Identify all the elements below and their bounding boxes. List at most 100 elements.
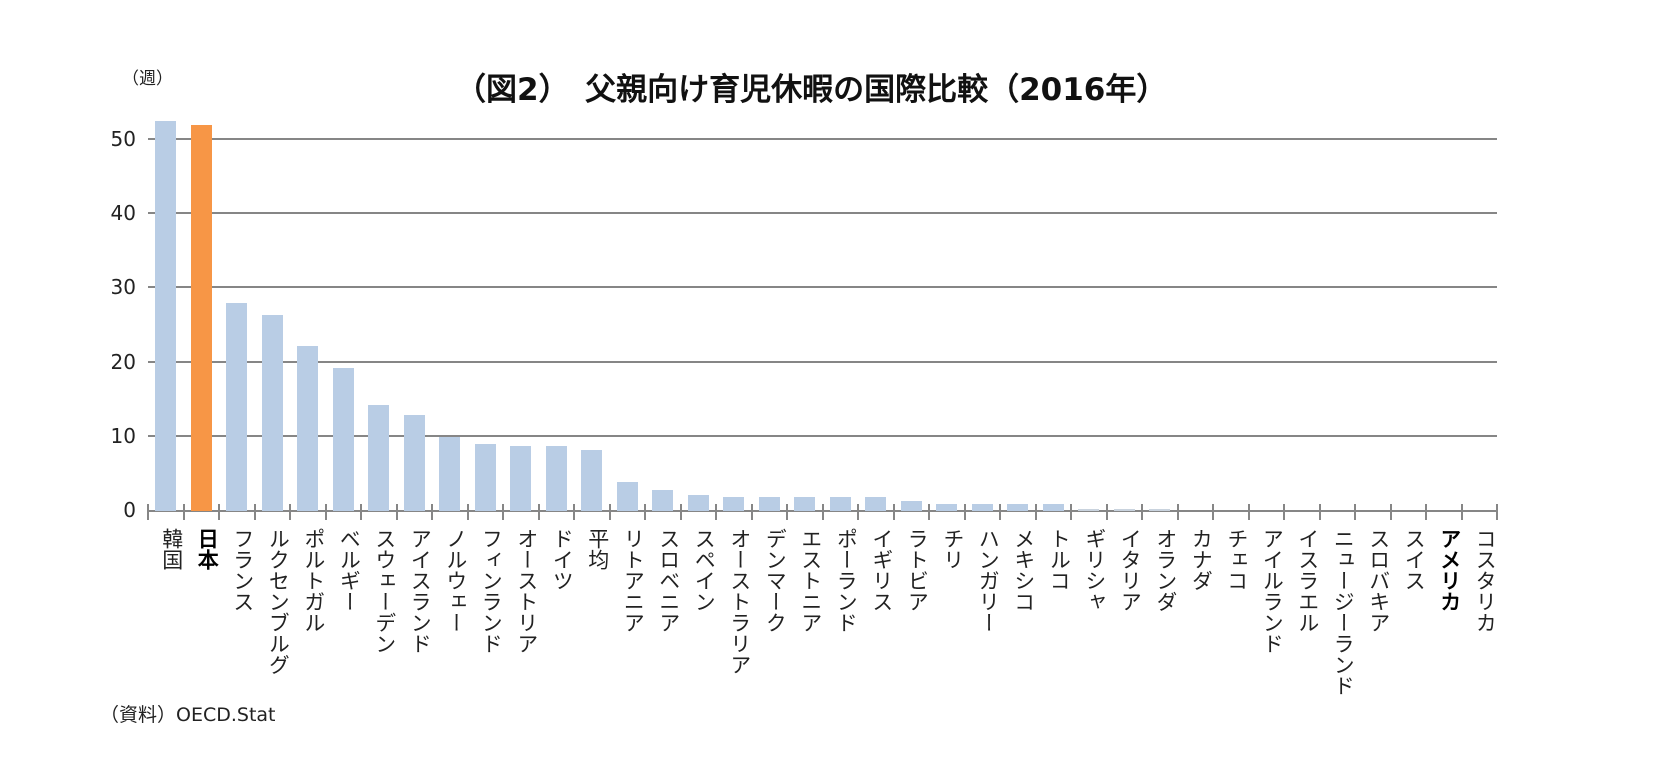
x-tick — [1212, 504, 1214, 520]
bar-default — [510, 446, 532, 511]
x-tick-label: デンマーク — [763, 528, 788, 633]
x-tick-label: スペイン — [692, 528, 717, 612]
y-axis-unit: （週） — [122, 69, 173, 89]
bar-default — [261, 315, 283, 511]
x-tick-label: ラトビア — [905, 528, 930, 612]
x-tick-label: ハンガリー — [976, 528, 1001, 633]
x-tick — [1283, 504, 1285, 520]
x-tick — [963, 504, 966, 520]
bar-default — [155, 120, 177, 511]
gridline — [148, 138, 1497, 140]
y-tick-label: 0 — [123, 498, 136, 522]
x-tick-label: ドイツ — [550, 528, 575, 591]
x-tick-label: メキシコ — [1011, 528, 1036, 612]
x-tick — [289, 504, 291, 520]
x-tick — [253, 504, 256, 520]
x-tick-label: 日本 — [195, 528, 220, 570]
x-tick-label: フランス — [230, 528, 255, 612]
x-tick — [218, 504, 220, 520]
bar-default — [936, 504, 958, 511]
x-tick — [1460, 504, 1463, 520]
chart-title: （図2） 父親向け育児休暇の国際比較（2016年） — [455, 72, 1168, 108]
x-tick — [679, 504, 682, 520]
gridline — [148, 212, 1497, 215]
bar-default — [758, 496, 780, 511]
x-tick-label: ポルトガル — [301, 528, 326, 633]
x-tick — [892, 504, 895, 520]
x-tick-label: コスタリカ — [1473, 528, 1498, 633]
x-tick-label: オーストラリア — [727, 528, 752, 675]
x-tick-label: カナダ — [1189, 528, 1214, 591]
x-tick — [644, 504, 646, 520]
bar-default — [794, 496, 816, 511]
bar-default — [1113, 508, 1135, 511]
x-tick — [1176, 504, 1179, 520]
x-tick — [928, 504, 930, 520]
bar-highlight — [190, 125, 212, 511]
x-tick — [1354, 504, 1356, 520]
x-tick — [573, 504, 575, 520]
x-tick-label: チェコ — [1224, 528, 1249, 591]
x-tick — [1105, 504, 1108, 520]
x-tick — [1318, 504, 1321, 520]
gridline — [148, 360, 1497, 363]
x-tick-label: ギリシャ — [1082, 528, 1107, 612]
plot-area — [148, 105, 1497, 511]
x-tick — [395, 504, 398, 520]
x-tick — [324, 504, 327, 520]
gridline — [148, 286, 1497, 289]
x-tick-label: オランダ — [1153, 528, 1178, 612]
bar-default — [1149, 508, 1171, 511]
bar-default — [474, 444, 496, 511]
bar-default — [616, 482, 638, 511]
x-tick-label: スロベニア — [656, 528, 681, 633]
x-tick-label: アイルランド — [1260, 528, 1285, 654]
x-tick — [182, 504, 185, 520]
x-tick-label: エストニア — [798, 528, 823, 633]
x-tick — [431, 504, 433, 520]
x-tick — [466, 504, 469, 520]
x-tick — [537, 504, 540, 520]
x-tick — [502, 504, 504, 520]
y-tick-label: 50 — [110, 127, 136, 151]
x-tick-label: チリ — [940, 528, 965, 570]
bar-default — [1007, 504, 1029, 511]
bar-default — [900, 500, 922, 511]
bar-default — [368, 404, 390, 511]
x-tick — [786, 504, 788, 520]
y-tick-label: 10 — [110, 423, 136, 448]
x-tick-label: 韓国 — [159, 528, 184, 570]
gridline — [148, 434, 1497, 437]
bar-default — [1078, 508, 1100, 511]
x-tick-label: トルコ — [1047, 528, 1072, 591]
bar-default — [226, 303, 248, 511]
x-tick-label: オーストリア — [514, 528, 539, 654]
x-tick-label: ノルウェー — [443, 528, 468, 633]
x-tick-label: ベルギー — [337, 528, 362, 612]
x-tick — [147, 504, 149, 520]
x-axis — [147, 504, 1498, 520]
bar-default — [971, 504, 993, 511]
x-tick — [1034, 504, 1037, 520]
x-tick-label: フィンランド — [479, 528, 504, 654]
bar-default — [865, 496, 887, 511]
x-tick-label: 平均 — [585, 528, 610, 570]
x-tick — [999, 504, 1001, 520]
bar-default — [723, 496, 745, 511]
x-tick-label: ルクセンブルグ — [266, 528, 291, 675]
bar-default — [581, 450, 603, 511]
bar-default — [687, 495, 709, 511]
x-tick — [1496, 504, 1498, 520]
x-tick — [821, 504, 824, 520]
x-tick — [1070, 504, 1072, 520]
bar-default — [297, 345, 319, 511]
x-tick — [360, 504, 362, 520]
bar-default — [332, 367, 354, 511]
bar-default — [829, 496, 851, 511]
x-tick-label: イギリス — [869, 528, 894, 612]
bar-default — [1042, 504, 1064, 511]
x-tick-label: イスラエル — [1295, 528, 1320, 633]
x-tick-label: ポーランド — [834, 528, 859, 633]
x-tick-label: ニュージーランド — [1331, 528, 1356, 696]
source-note: （資料）OECD.Stat — [100, 704, 276, 726]
